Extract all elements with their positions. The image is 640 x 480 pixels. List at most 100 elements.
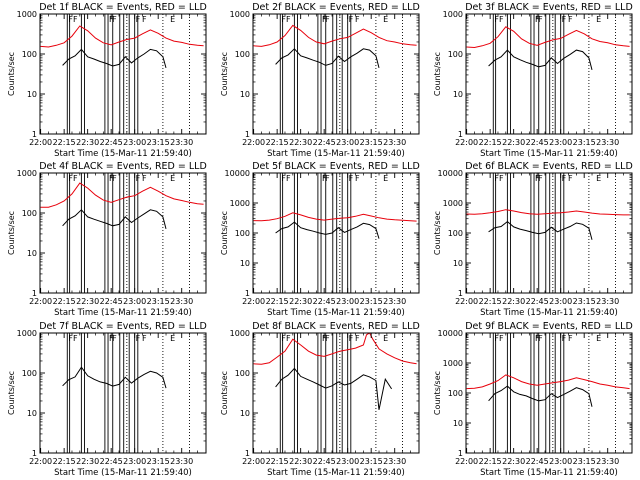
y-axis-label: Counts/sec (7, 52, 16, 96)
x-axis-label: Start Time (15-Mar-11 21:59:40) (267, 468, 405, 478)
y-tick-label: 10 (453, 90, 463, 99)
series-events-line (488, 220, 593, 240)
y-tick-label: 1000 (17, 10, 37, 19)
x-tick-label: 22:45 (526, 138, 549, 147)
marker-label: F (112, 15, 117, 24)
plot-frame (465, 172, 633, 294)
marker-label: F (281, 15, 286, 24)
marker-label: F (325, 174, 330, 183)
marker-label: F (538, 334, 543, 343)
series-events-line (275, 221, 380, 239)
marker-label: F (112, 174, 117, 183)
marker-label: F (281, 334, 286, 343)
panel-title: Det 2f BLACK = Events, RED = LLD (252, 2, 420, 13)
series-lld-line (253, 333, 417, 365)
y-tick-label: 10000 (225, 169, 250, 178)
x-tick-label: 22:15 (266, 457, 289, 466)
series-events-line (275, 48, 380, 69)
marker-label: F (68, 334, 73, 343)
y-axis-label: Counts/sec (220, 371, 229, 415)
marker-label: F (349, 15, 354, 24)
marker-label: F (494, 174, 499, 183)
marker-label: F (355, 334, 360, 343)
x-tick-label: 22:00 (29, 457, 52, 466)
x-tick-label: 22:45 (526, 297, 549, 306)
x-tick-label: 22:30 (76, 457, 99, 466)
y-tick-label: 1000 (443, 10, 463, 19)
y-tick-label: 1 (245, 289, 250, 298)
x-tick-label: 22:45 (100, 457, 123, 466)
x-tick-label: 22:45 (313, 297, 336, 306)
y-axis-label: Counts/sec (433, 371, 442, 415)
x-tick-label: 23:30 (170, 297, 193, 306)
x-axis-label: Start Time (15-Mar-11 21:59:40) (480, 468, 618, 478)
x-tick-label: 22:15 (53, 138, 76, 147)
plot-frame (465, 13, 633, 135)
x-tick-label: 22:15 (53, 457, 76, 466)
y-tick-label: 100 (22, 50, 37, 59)
x-tick-label: 22:15 (479, 138, 502, 147)
series-events-line (488, 385, 593, 407)
marker-label: F (109, 15, 114, 24)
y-tick-label: 1 (458, 289, 463, 298)
panel-det2: Det 2f BLACK = Events, RED = LLD Counts/s… (220, 2, 420, 159)
marker-label: E (170, 15, 175, 24)
series-lld-line (40, 182, 204, 208)
marker-label: F (286, 174, 291, 183)
marker-label: F (286, 15, 291, 24)
marker-label: E (596, 174, 601, 183)
marker-label: F (322, 174, 327, 183)
x-tick-label: 23:00 (549, 138, 572, 147)
marker-label: F (535, 334, 540, 343)
x-tick-label: 22:15 (53, 297, 76, 306)
x-tick-label: 22:00 (455, 297, 478, 306)
panel-det4: Det 4f BLACK = Events, RED = LLD Counts/s… (7, 161, 207, 318)
marker-label: F (142, 334, 147, 343)
x-tick-label: 22:00 (29, 138, 52, 147)
marker-label: E (383, 15, 388, 24)
x-tick-label: 23:30 (170, 138, 193, 147)
x-tick-label: 22:30 (76, 138, 99, 147)
y-tick-label: 10 (27, 249, 37, 258)
marker-label: F (349, 334, 354, 343)
x-axis-label: Start Time (15-Mar-11 21:59:40) (267, 149, 405, 159)
y-axis-label: Counts/sec (220, 211, 229, 255)
panel-title: Det 4f BLACK = Events, RED = LLD (39, 161, 207, 172)
y-axis-label: Counts/sec (7, 371, 16, 415)
x-tick-label: 22:00 (29, 297, 52, 306)
plot-frame (465, 332, 633, 454)
y-tick-label: 100 (448, 50, 463, 59)
x-tick-label: 22:15 (266, 297, 289, 306)
marker-label: F (142, 174, 147, 183)
marker-label: E (383, 174, 388, 183)
y-tick-label: 1 (245, 449, 250, 458)
plot-frame (39, 172, 207, 294)
marker-label: F (322, 334, 327, 343)
x-tick-label: 23:15 (147, 297, 170, 306)
x-tick-label: 23:30 (170, 457, 193, 466)
x-tick-label: 22:45 (313, 138, 336, 147)
marker-label: F (494, 15, 499, 24)
marker-label: F (136, 334, 141, 343)
y-tick-label: 10 (240, 409, 250, 418)
series-lld-line (466, 26, 630, 49)
y-tick-label: 10 (27, 90, 37, 99)
y-tick-label: 10 (453, 259, 463, 268)
panel-det3: Det 3f BLACK = Events, RED = LLD Counts/s… (433, 2, 633, 159)
panel-det8: Det 8f BLACK = Events, RED = LLD Counts/s… (220, 321, 420, 478)
y-tick-label: 1 (32, 289, 37, 298)
marker-label: F (142, 15, 147, 24)
marker-label: F (568, 334, 573, 343)
marker-label: F (538, 15, 543, 24)
marker-label: E (170, 174, 175, 183)
marker-label: F (322, 15, 327, 24)
y-tick-label: 1 (458, 130, 463, 139)
series-events-line (62, 366, 167, 389)
y-tick-label: 100 (235, 229, 250, 238)
x-tick-label: 22:00 (455, 457, 478, 466)
panel-title: Det 9f BLACK = Events, RED = LLD (465, 321, 633, 332)
y-tick-label: 10 (453, 419, 463, 428)
series-events-line (62, 48, 167, 69)
x-tick-label: 22:45 (526, 457, 549, 466)
marker-label: F (112, 334, 117, 343)
